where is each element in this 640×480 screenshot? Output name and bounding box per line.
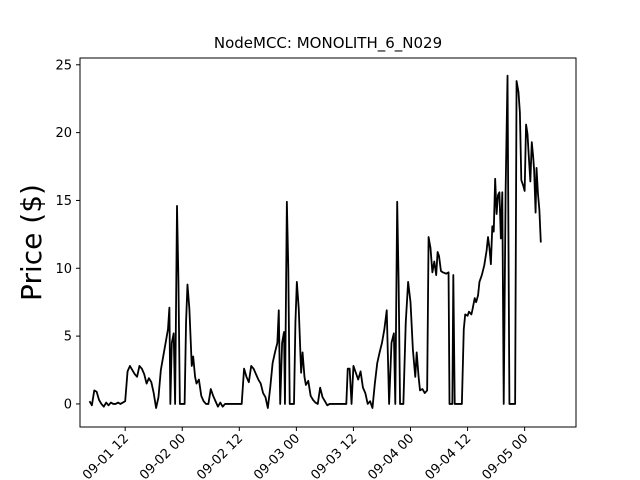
y-tick-label: 5 — [64, 330, 72, 345]
chart-title: NodeMCC: MONOLITH_6_N029 — [214, 34, 442, 53]
y-tick-label: 25 — [55, 58, 72, 73]
y-tick-label: 15 — [55, 194, 72, 209]
y-axis: 0 5 10 15 20 25 — [55, 58, 80, 412]
y-tick-label: 10 — [55, 262, 72, 277]
x-tick-label: 09-04 00 — [365, 431, 417, 480]
x-tick-label: 09-05 00 — [480, 431, 532, 480]
x-tick-label: 09-03 12 — [308, 431, 360, 480]
y-axis-label: Price ($) — [15, 184, 48, 301]
x-tick-label: 09-03 00 — [251, 431, 303, 480]
x-axis: 09-01 12 09-02 00 09-02 12 09-03 00 09-03 12… — [80, 427, 531, 480]
plot-frame — [79, 57, 577, 428]
price-series-line — [88, 74, 542, 409]
x-tick-label: 09-04 12 — [422, 431, 474, 480]
x-tick-label: 09-01 12 — [80, 431, 132, 480]
x-tick-label: 09-02 12 — [194, 431, 246, 480]
y-tick-label: 20 — [55, 126, 72, 141]
y-tick-label: 0 — [64, 397, 72, 412]
x-tick-label: 09-02 00 — [137, 431, 189, 480]
plot-area — [80, 58, 576, 427]
